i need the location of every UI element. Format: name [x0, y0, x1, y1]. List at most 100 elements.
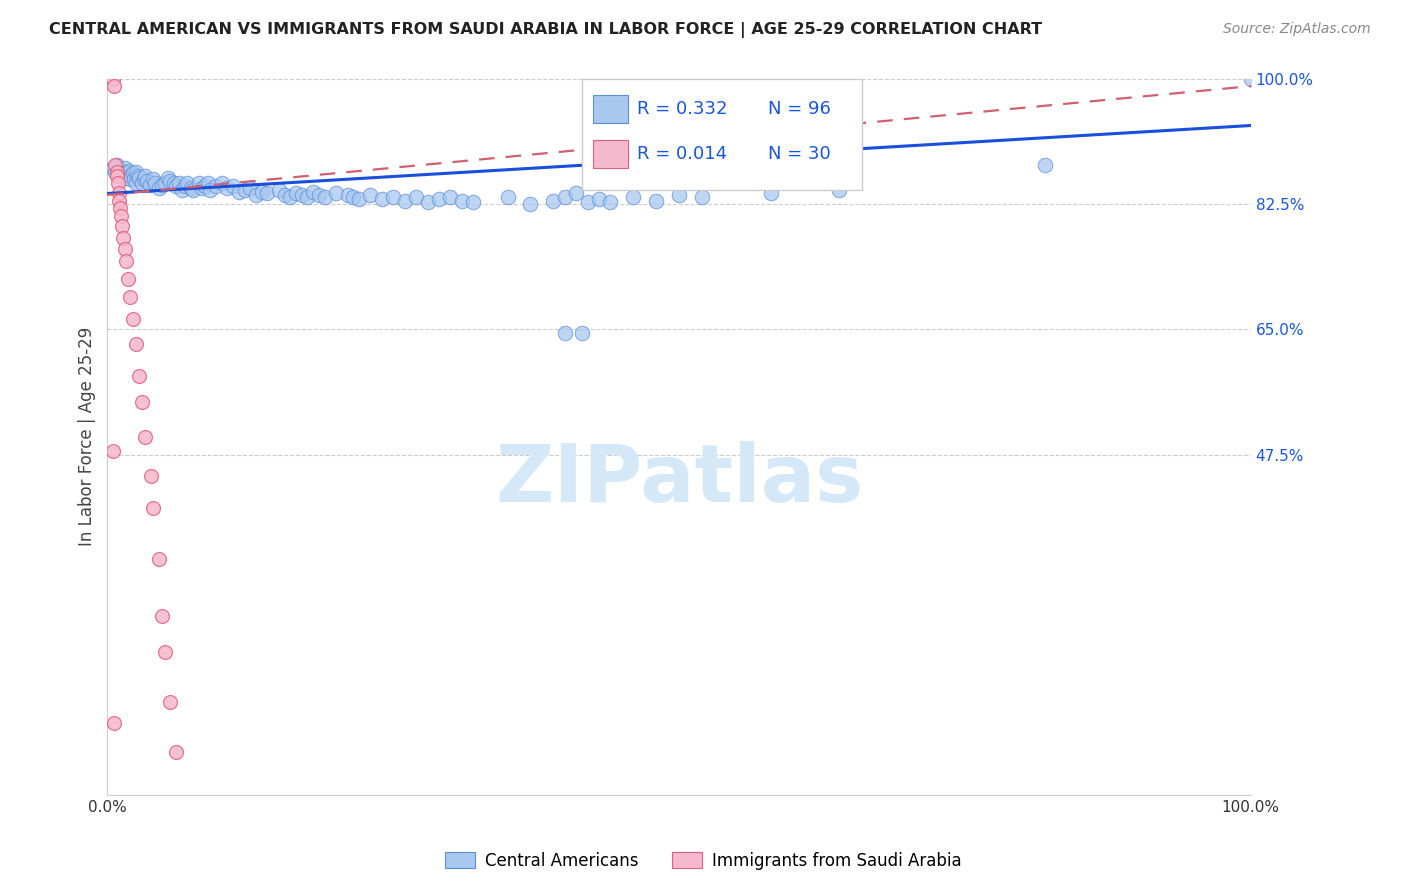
Point [668, 188, 690, 202]
Point [121, 166, 143, 180]
Point [139, 469, 162, 483]
Point [621, 190, 644, 204]
Point [169, 176, 191, 190]
Point [250, 185, 273, 199]
Point [180, 181, 202, 195]
Point [153, 644, 176, 658]
Point [131, 176, 153, 190]
Point [371, 192, 394, 206]
Point [142, 501, 165, 516]
Point [267, 183, 290, 197]
Point [200, 183, 222, 197]
Point [105, 165, 128, 179]
Point [112, 231, 135, 245]
Point [828, 183, 851, 197]
Point [239, 181, 262, 195]
Point [122, 172, 145, 186]
Point [134, 169, 156, 183]
Point [211, 176, 233, 190]
Point [554, 190, 576, 204]
Point [176, 176, 198, 190]
Point [153, 176, 176, 190]
Point [121, 311, 143, 326]
Text: Source: ZipAtlas.com: Source: ZipAtlas.com [1223, 22, 1371, 37]
Point [136, 173, 159, 187]
Point [181, 183, 204, 197]
Point [314, 190, 336, 204]
Point [228, 185, 250, 199]
Point [108, 201, 131, 215]
Point [131, 395, 153, 409]
Point [245, 188, 267, 202]
Point [463, 195, 485, 210]
Point [187, 176, 209, 190]
Y-axis label: In Labor Force | Age 25-29: In Labor Force | Age 25-29 [79, 327, 96, 547]
Point [114, 170, 136, 185]
Point [599, 195, 621, 210]
Point [416, 195, 439, 210]
Text: ZIPatlas: ZIPatlas [495, 441, 863, 519]
Point [759, 186, 782, 201]
Point [233, 183, 256, 197]
Point [359, 188, 381, 202]
Text: R = 0.014: R = 0.014 [637, 145, 727, 163]
Point [645, 194, 668, 208]
Point [256, 186, 278, 201]
Point [120, 172, 142, 186]
Point [496, 190, 519, 204]
Point [308, 188, 330, 202]
Point [108, 166, 131, 180]
Point [145, 176, 167, 190]
Point [325, 186, 347, 201]
Point [197, 176, 219, 190]
Point [125, 165, 148, 179]
Point [127, 169, 149, 183]
Text: R = 0.332: R = 0.332 [637, 100, 727, 118]
Point [108, 186, 131, 201]
Point [111, 165, 134, 179]
Point [543, 194, 565, 208]
Point [382, 190, 405, 204]
Point [342, 190, 364, 204]
Point [101, 72, 124, 87]
Point [170, 183, 193, 197]
Point [159, 173, 181, 187]
Point [148, 551, 170, 566]
Point [110, 210, 132, 224]
Point [588, 192, 610, 206]
Point [114, 161, 136, 176]
Point [105, 169, 128, 183]
Point [519, 197, 541, 211]
Point [690, 190, 713, 204]
FancyBboxPatch shape [582, 79, 862, 190]
Point [165, 745, 187, 759]
Point [104, 165, 127, 179]
Point [114, 243, 136, 257]
Point [427, 192, 450, 206]
Point [150, 178, 173, 192]
Point [117, 166, 139, 180]
Point [110, 169, 132, 183]
Point [120, 169, 142, 183]
Text: N = 96: N = 96 [768, 100, 831, 118]
Point [571, 326, 593, 340]
Point [156, 170, 179, 185]
Point [439, 190, 461, 204]
Legend: Central Americans, Immigrants from Saudi Arabia: Central Americans, Immigrants from Saudi… [439, 846, 967, 877]
Point [1240, 72, 1263, 87]
Point [205, 179, 228, 194]
Point [103, 79, 125, 94]
Point [450, 194, 472, 208]
Point [107, 176, 129, 190]
Bar [593, 140, 627, 169]
Point [108, 194, 131, 208]
Point [302, 185, 325, 199]
Point [405, 190, 427, 204]
Point [297, 190, 319, 204]
Point [285, 186, 308, 201]
Point [142, 172, 165, 186]
Text: N = 30: N = 30 [768, 145, 831, 163]
Point [278, 190, 301, 204]
Point [117, 272, 139, 286]
Point [101, 444, 124, 458]
